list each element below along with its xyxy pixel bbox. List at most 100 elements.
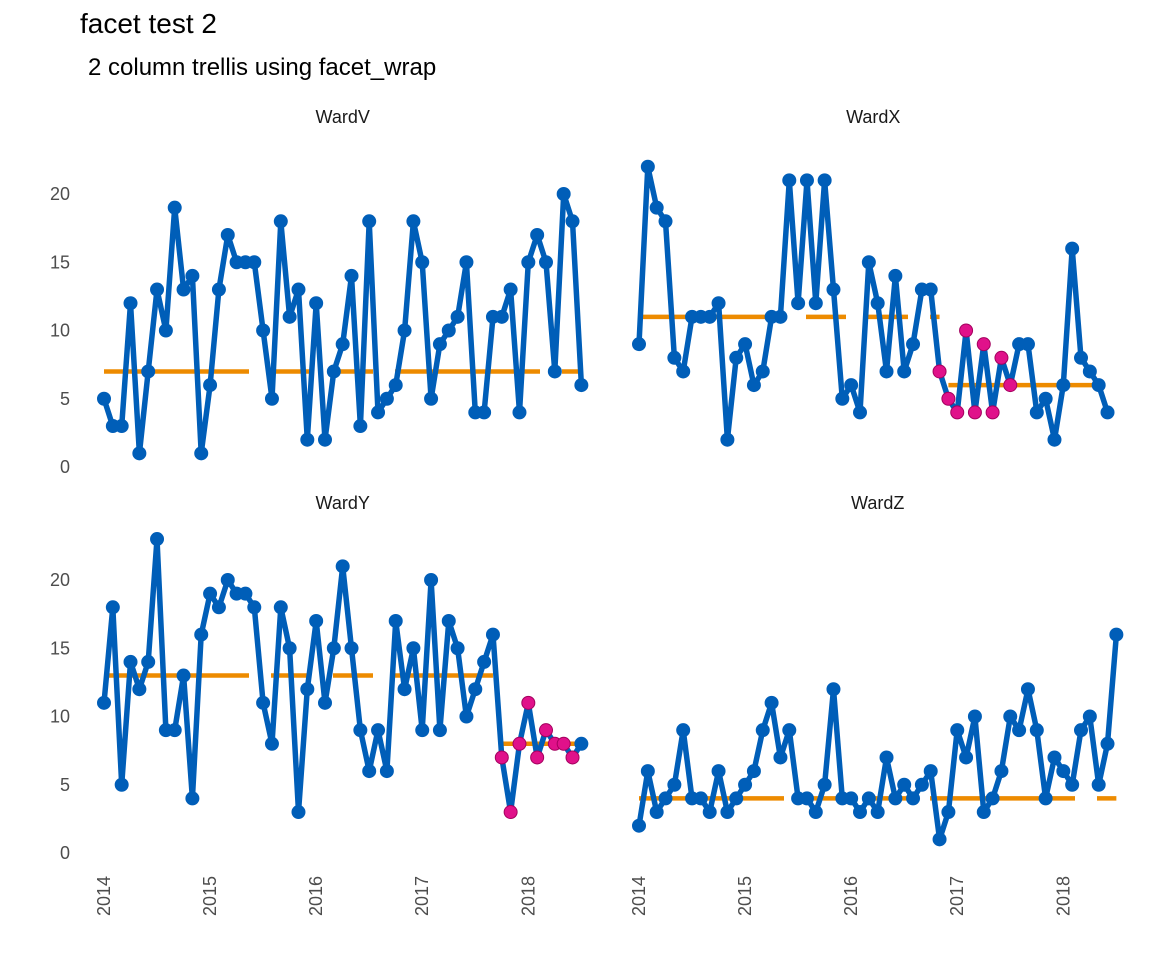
data-point <box>1074 350 1088 365</box>
data-point <box>879 364 894 379</box>
data-point <box>318 695 332 710</box>
data-point <box>1029 723 1044 738</box>
data-point <box>649 805 664 820</box>
y-tick-label: 5 <box>60 775 70 795</box>
data-point <box>264 391 279 406</box>
data-point <box>1020 682 1035 697</box>
highlight-point <box>1003 378 1018 393</box>
data-point <box>1082 709 1097 724</box>
data-point <box>782 173 797 188</box>
data-point <box>914 777 929 792</box>
data-point <box>211 282 226 297</box>
y-tick-label: 15 <box>50 252 70 272</box>
data-point <box>676 364 691 379</box>
data-point <box>565 214 580 229</box>
data-point <box>353 723 368 738</box>
data-point <box>702 805 717 820</box>
x-tick-label: 2015 <box>735 876 755 916</box>
data-point <box>967 709 982 724</box>
highlight-point <box>503 805 518 820</box>
highlight-point <box>539 723 553 738</box>
x-tick-label: 2016 <box>841 876 861 916</box>
data-point <box>932 832 947 847</box>
data-point <box>141 364 156 379</box>
data-point <box>291 282 306 297</box>
data-point <box>791 296 806 311</box>
data-point <box>362 214 377 229</box>
highlight-point <box>967 405 982 420</box>
data-point <box>379 391 394 406</box>
data-point <box>335 337 350 352</box>
data-point <box>388 613 403 628</box>
data-point <box>477 654 492 669</box>
data-point <box>1082 364 1097 379</box>
data-point <box>415 723 430 738</box>
data-point <box>1091 777 1106 792</box>
data-point <box>658 791 673 806</box>
data-point <box>256 695 271 710</box>
y-tick-label: 15 <box>50 638 70 658</box>
data-point <box>658 214 673 229</box>
data-point <box>640 159 655 174</box>
y-tick-label: 20 <box>50 570 70 590</box>
highlight-point <box>941 391 956 406</box>
data-point <box>450 309 465 324</box>
y-tick-label: 0 <box>60 843 70 863</box>
data-point <box>808 296 823 311</box>
data-point <box>676 723 691 738</box>
data-point <box>826 682 841 697</box>
data-point <box>773 309 788 324</box>
data-point <box>353 419 368 434</box>
data-point <box>539 255 553 270</box>
data-point <box>432 723 447 738</box>
data-point <box>720 805 735 820</box>
data-point <box>738 777 753 792</box>
data-point <box>273 600 288 615</box>
y-tick-label: 5 <box>60 389 70 409</box>
highlight-point <box>494 750 509 765</box>
facet-label-wardz: WardZ <box>851 493 904 513</box>
data-point <box>1109 627 1124 642</box>
data-point <box>459 709 474 724</box>
data-point <box>256 323 271 338</box>
data-point <box>167 723 182 738</box>
data-point <box>1038 791 1053 806</box>
data-point <box>397 323 412 338</box>
data-point <box>194 446 209 461</box>
data-point <box>817 173 832 188</box>
data-point <box>415 255 430 270</box>
highlight-point <box>932 364 947 379</box>
data-point <box>432 337 447 352</box>
data-point <box>344 641 359 656</box>
data-point <box>424 573 439 587</box>
data-point <box>799 791 814 806</box>
x-tick-label: 2015 <box>200 876 220 916</box>
data-point <box>521 255 536 270</box>
data-point <box>105 600 120 615</box>
x-tick-label: 2014 <box>94 876 114 916</box>
data-point <box>211 600 226 615</box>
data-point <box>326 364 341 379</box>
data-point <box>512 405 527 420</box>
data-point <box>114 419 129 434</box>
data-point <box>282 309 297 324</box>
data-point <box>729 791 744 806</box>
x-tick-label: 2017 <box>412 876 432 916</box>
data-point <box>861 255 876 270</box>
data-point <box>530 227 545 242</box>
data-point <box>729 350 744 365</box>
data-point <box>406 641 421 656</box>
x-tick-label: 2014 <box>629 876 649 916</box>
facet-label-wardy: WardY <box>316 493 370 513</box>
data-point <box>632 337 646 352</box>
data-point <box>906 791 921 806</box>
data-point <box>667 777 682 792</box>
data-point <box>362 764 377 779</box>
data-point <box>1020 337 1035 352</box>
data-point <box>309 613 324 628</box>
data-point <box>309 296 324 311</box>
data-point <box>176 668 191 683</box>
data-point <box>1038 391 1053 406</box>
data-point <box>141 654 156 669</box>
